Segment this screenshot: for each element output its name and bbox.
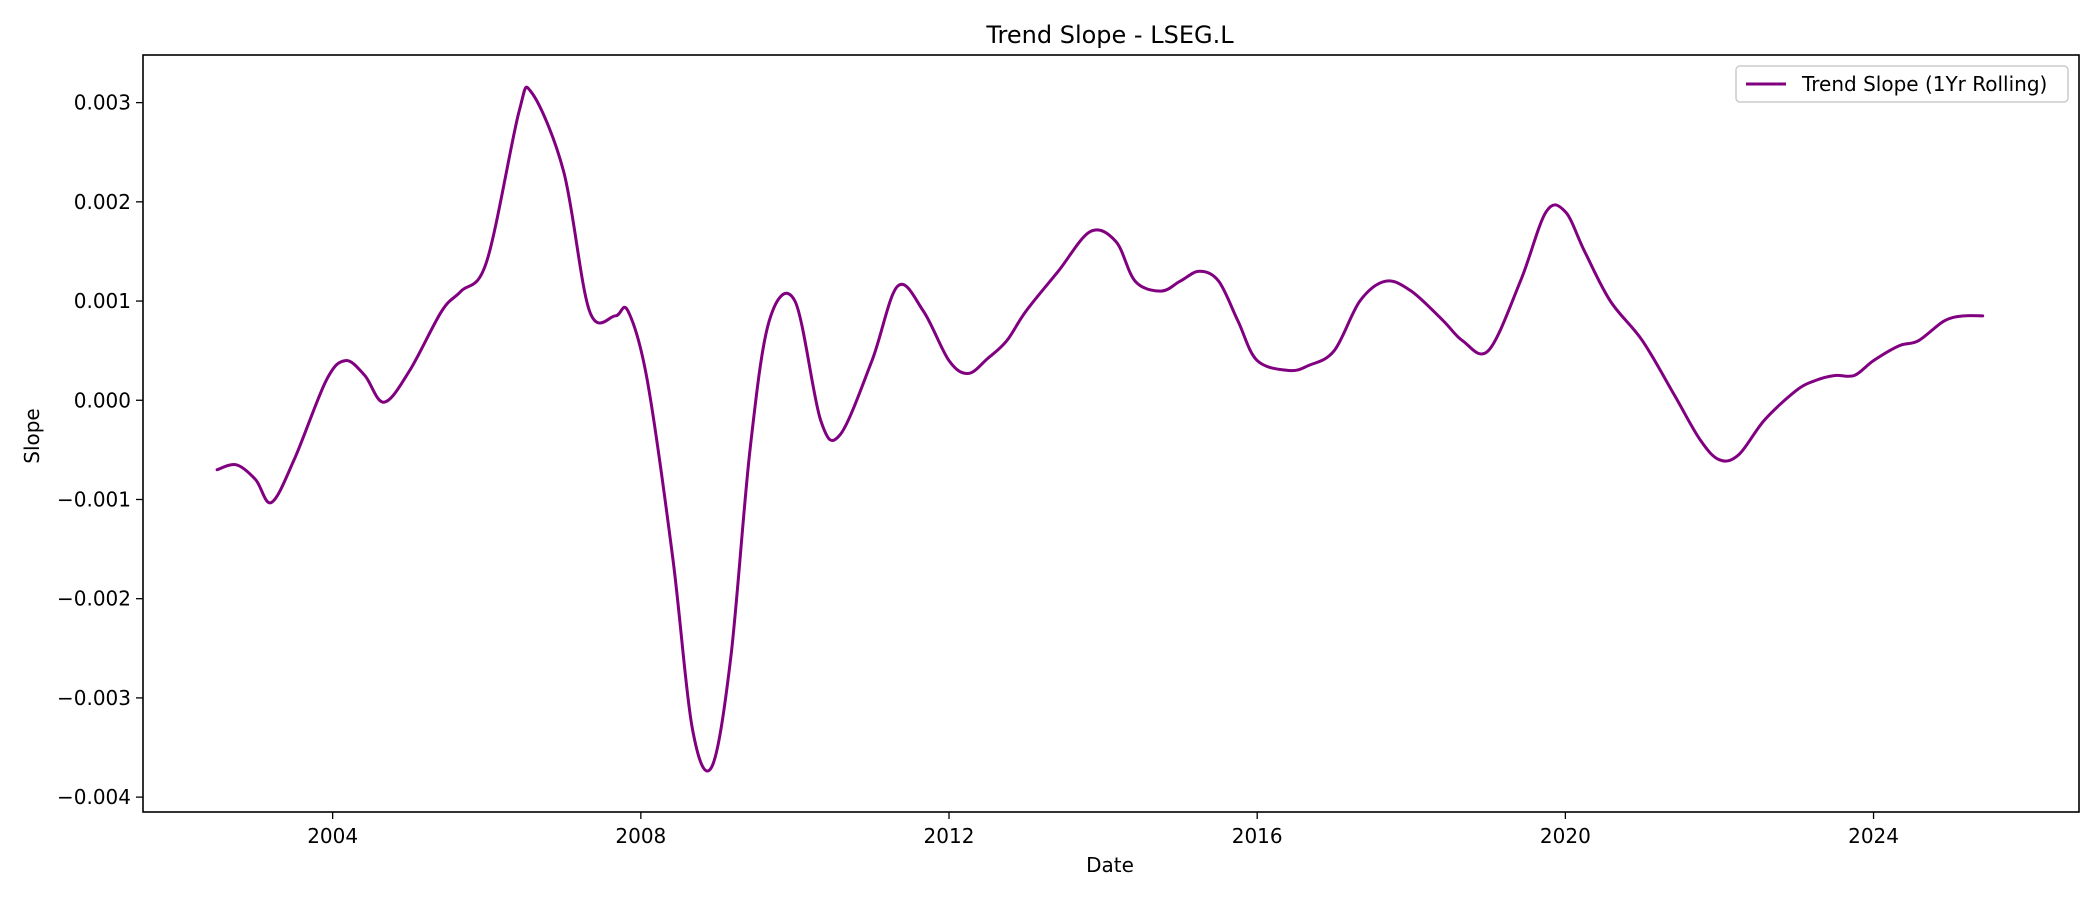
legend-label: Trend Slope (1Yr Rolling) xyxy=(1801,72,2047,96)
x-tick-label: 2004 xyxy=(307,824,358,848)
y-tick-label: 0.003 xyxy=(74,91,131,115)
y-tick-label: −0.004 xyxy=(57,785,131,809)
x-tick-label: 2012 xyxy=(924,824,975,848)
y-tick-label: 0.000 xyxy=(74,388,131,412)
series-line xyxy=(215,85,1985,773)
x-axis-title: Date xyxy=(1086,853,1134,877)
plot-frame xyxy=(142,54,2080,813)
y-tick-label: −0.001 xyxy=(57,487,131,511)
y-axis-title: Slope xyxy=(20,408,44,464)
x-tick-label: 2020 xyxy=(1540,824,1591,848)
x-tick-label: 2024 xyxy=(1848,824,1899,848)
legend-box xyxy=(1735,65,2069,103)
legend: Trend Slope (1Yr Rolling) xyxy=(1735,65,2069,103)
y-tick-label: −0.003 xyxy=(57,686,131,710)
x-tick-label: 2008 xyxy=(615,824,666,848)
y-tick-label: 0.001 xyxy=(74,289,131,313)
x-tick-label: 2016 xyxy=(1232,824,1283,848)
y-tick-label: −0.002 xyxy=(57,587,131,611)
y-tick-label: 0.002 xyxy=(74,190,131,214)
chart-title: Trend Slope - LSEG.L xyxy=(985,21,1234,49)
